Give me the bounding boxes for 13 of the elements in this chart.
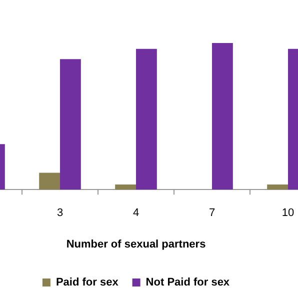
x-tick-label: 3 bbox=[56, 207, 64, 220]
x-tick-label: 10 bbox=[282, 207, 294, 220]
x-tick-label: 7 bbox=[208, 207, 216, 220]
x-tick-label: 4 bbox=[132, 207, 140, 220]
bar bbox=[115, 184, 136, 190]
bar bbox=[212, 43, 233, 190]
legend-label: Not Paid for sex bbox=[146, 276, 230, 289]
x-axis-title: Number of sexual partners bbox=[66, 238, 206, 250]
bar bbox=[60, 59, 81, 190]
legend-label: Paid for sex bbox=[56, 276, 120, 289]
bar bbox=[39, 172, 60, 190]
bar bbox=[267, 184, 288, 190]
bar bbox=[136, 48, 157, 190]
